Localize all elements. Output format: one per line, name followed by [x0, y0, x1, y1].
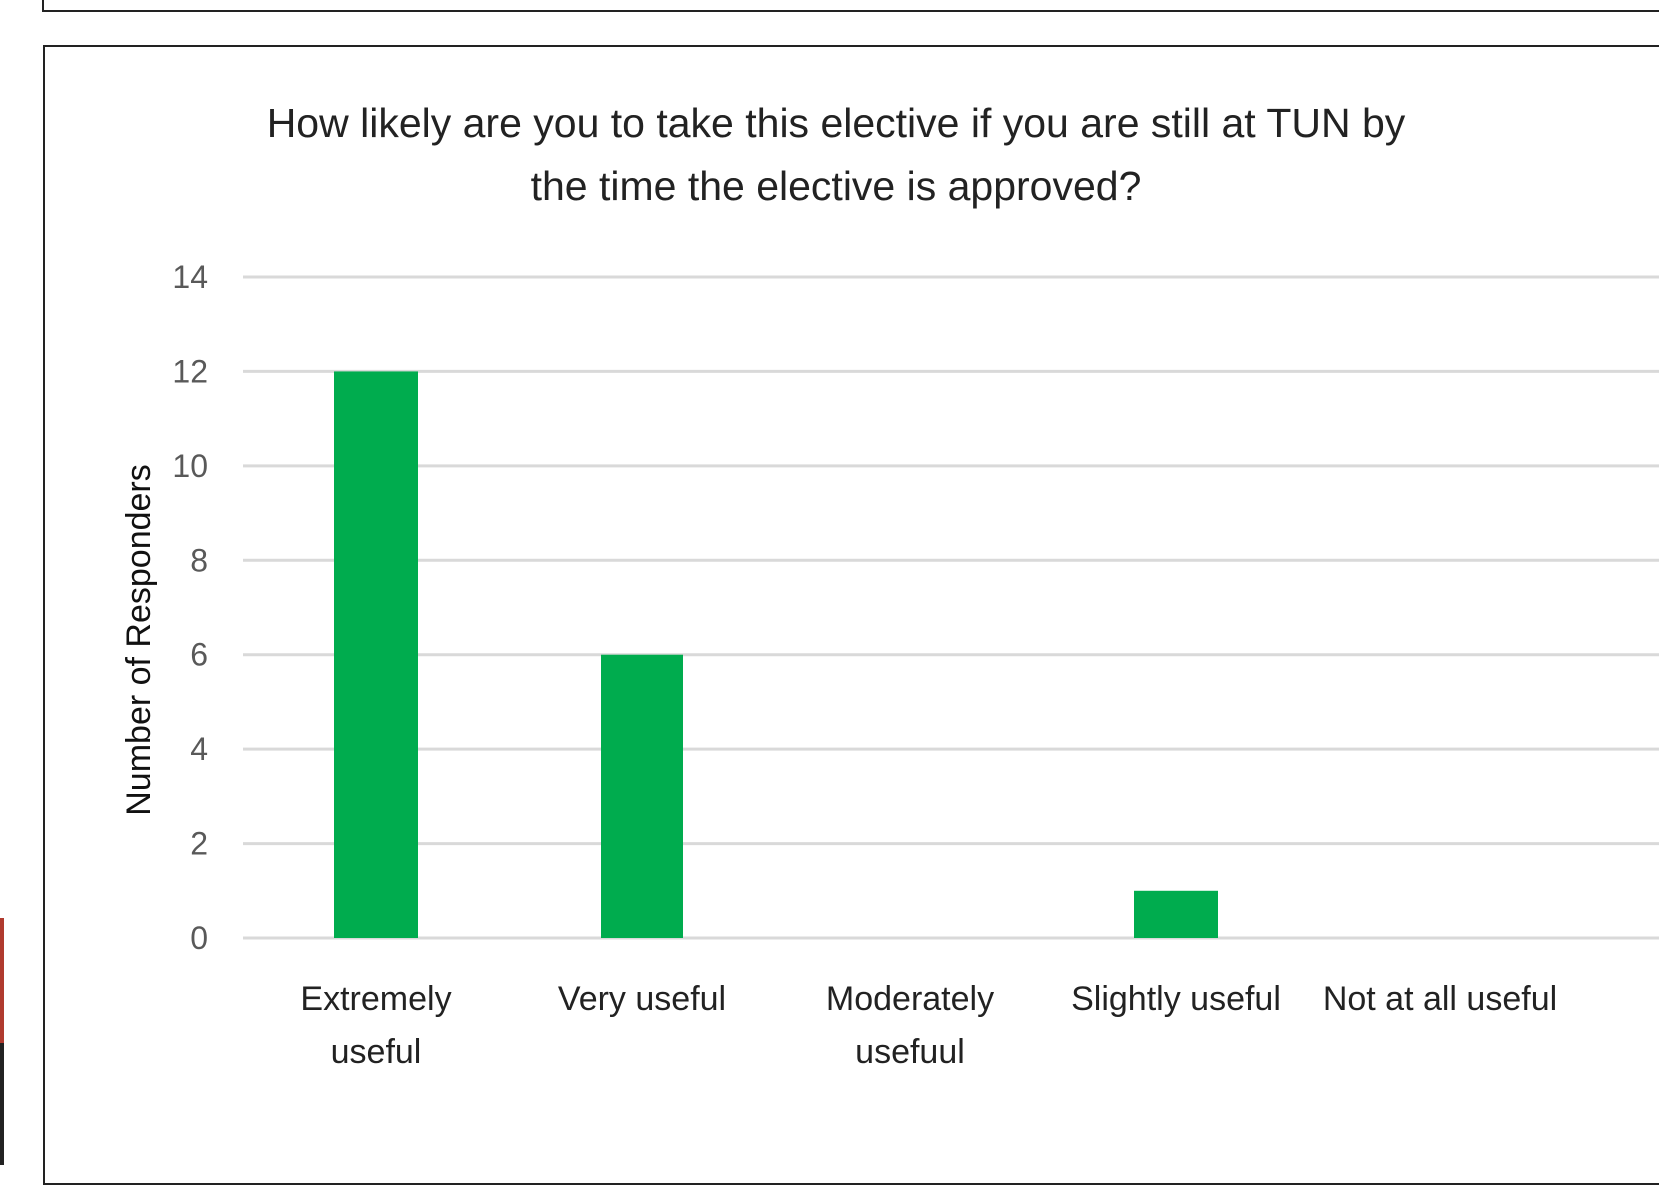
x-category-label: Moderately — [826, 980, 994, 1018]
x-category-label: Slightly useful — [1071, 980, 1281, 1018]
y-tick-label: 8 — [190, 542, 208, 578]
y-axis-ticks: 0 2 4 6 8 10 12 14 — [172, 259, 208, 956]
y-tick-label: 10 — [172, 448, 208, 484]
x-category-label: useful — [331, 1033, 422, 1071]
x-category-label: usefuul — [855, 1033, 965, 1071]
bar — [1134, 890, 1218, 938]
y-tick-label: 2 — [190, 826, 208, 862]
x-category-label: Not at all useful — [1323, 980, 1557, 1018]
x-category-label: Very useful — [558, 980, 726, 1018]
bar — [334, 371, 418, 938]
bars — [334, 371, 1218, 938]
y-tick-label: 12 — [172, 353, 208, 389]
y-tick-label: 0 — [190, 920, 208, 956]
chart-title-line: the time the elective is approved? — [531, 163, 1142, 209]
y-axis-label: Number of Responders — [120, 464, 158, 816]
left-edge-border — [0, 1043, 4, 1165]
x-axis-categories: Extremely useful Very useful Moderately usef… — [300, 980, 1557, 1071]
bar — [601, 654, 683, 938]
x-category-label: Extremely — [300, 980, 451, 1018]
chart-panel — [43, 45, 1659, 1185]
y-tick-label: 14 — [172, 259, 208, 295]
chart-title: How likely are you to take this elective… — [267, 100, 1406, 209]
chart-title-line: How likely are you to take this elective… — [267, 100, 1406, 146]
gridlines — [243, 275, 1659, 940]
top-panel-frame — [42, 0, 1659, 12]
left-edge-accent — [0, 918, 4, 1043]
y-tick-label: 4 — [190, 731, 208, 767]
y-tick-label: 6 — [190, 637, 208, 673]
